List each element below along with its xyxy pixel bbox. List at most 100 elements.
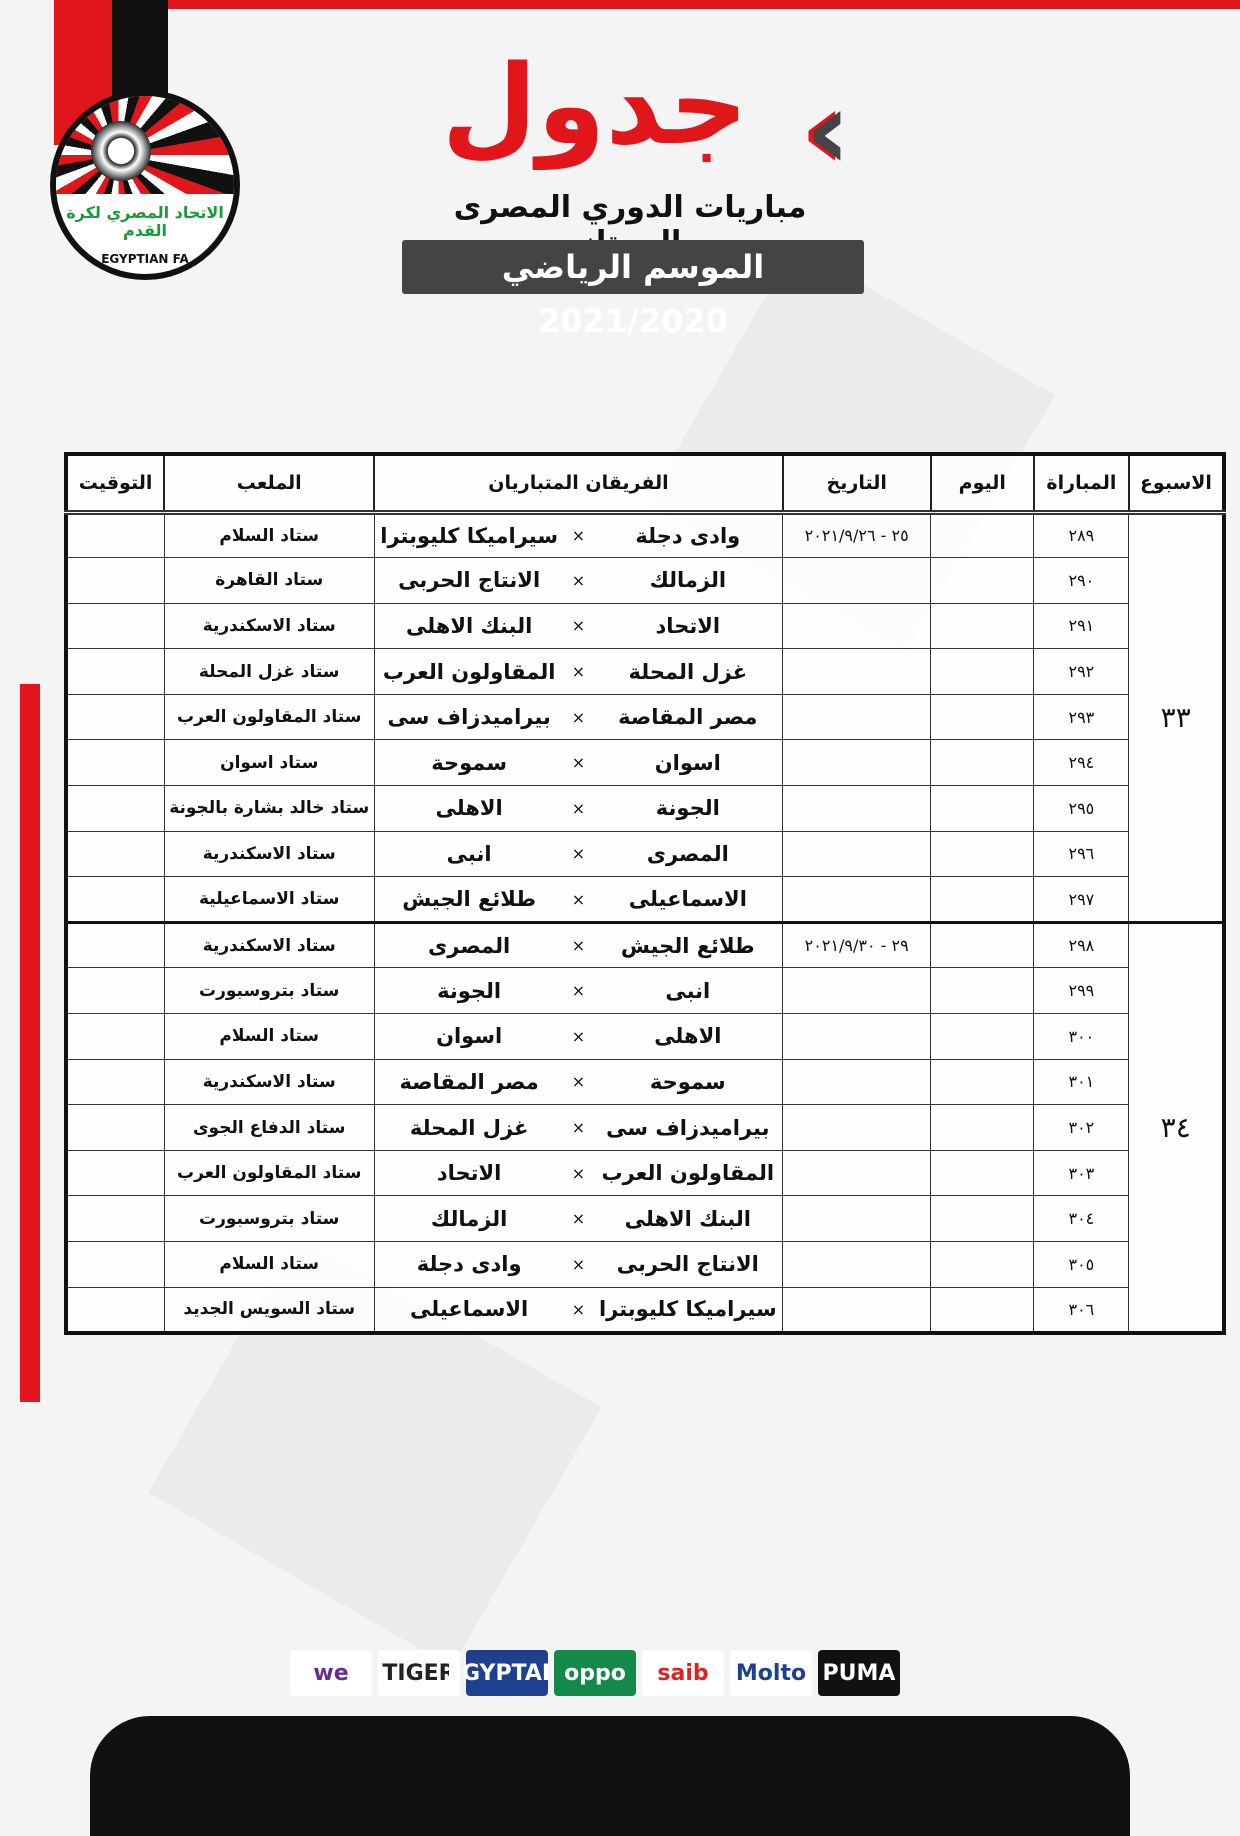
match-teams: طلائع الجيش × المصرى: [373, 921, 784, 969]
match-date: [782, 785, 932, 832]
match-stadium: ستاد المقاولون العرب: [163, 693, 375, 741]
home-team: سيراميكا كليوبترا: [598, 1297, 777, 1322]
match-number: ٢٩٠: [1033, 557, 1130, 604]
match-time: [65, 967, 165, 1015]
match-date: [782, 1195, 932, 1242]
match-date: [782, 830, 932, 878]
match-date: [782, 876, 932, 924]
match-time: [65, 511, 165, 559]
match-number: ٢٩٦: [1033, 830, 1130, 878]
match-teams: الاهلى × اسوان: [373, 1013, 784, 1060]
home-team: الجونة: [655, 796, 720, 821]
vs-mark: ×: [571, 526, 586, 546]
home-team: الاهلى: [654, 1024, 722, 1049]
match-day: [930, 1104, 1035, 1151]
table-row: ٢٩٩ انبى × الجونة ستاد بتروسبورت: [65, 967, 1224, 1015]
match-teams: سموحة × مصر المقاصة: [373, 1058, 784, 1106]
match-stadium: ستاد القاهرة: [163, 557, 375, 604]
header-time: التوقيت: [64, 453, 166, 515]
match-teams: بيراميدزاف سى × غزل المحلة: [373, 1104, 784, 1151]
match-time: [65, 785, 165, 832]
match-date: [782, 1058, 932, 1106]
vs-mark: ×: [571, 753, 586, 773]
match-date: [782, 1149, 932, 1197]
vs-mark: ×: [571, 616, 586, 636]
table-row: ٣٠٠ الاهلى × اسوان ستاد السلام: [65, 1013, 1224, 1060]
side-red-bar: [20, 684, 40, 1402]
home-team: بيراميدزاف سى: [606, 1115, 770, 1140]
match-number: ٢٩٥: [1033, 785, 1130, 832]
table-row: ٢٩٢ غزل المحلة × المقاولون العرب ستاد غزل ال…: [65, 648, 1224, 695]
header-stadium: الملعب: [163, 453, 376, 515]
table-row: ٢٩٤ اسوان × سموحة ستاد اسوان: [65, 739, 1224, 787]
vs-mark: ×: [571, 889, 586, 909]
header-day: اليوم: [929, 453, 1035, 515]
match-time: [65, 602, 165, 650]
match-number: ٣٠٦: [1033, 1286, 1130, 1335]
match-number: ٣٠١: [1033, 1058, 1130, 1106]
match-date: [782, 739, 932, 787]
match-stadium: ستاد غزل المحلة: [163, 648, 375, 695]
match-date: [782, 1286, 932, 1335]
match-time: [65, 1104, 165, 1151]
match-day: [930, 785, 1035, 832]
week-number: ٣٣: [1128, 511, 1225, 924]
away-team: البنك الاهلى: [405, 613, 533, 638]
home-team: غزل المحلة: [628, 659, 748, 684]
away-team: وادى دجلة: [416, 1252, 522, 1277]
match-time: [65, 1241, 165, 1288]
footer-black-band: [90, 1716, 1130, 1836]
vs-mark: ×: [571, 662, 586, 682]
match-teams: الجونة × الاهلى: [373, 785, 784, 832]
match-date: [782, 602, 932, 650]
match-time: [65, 876, 165, 924]
header-match: المباراة: [1032, 453, 1130, 515]
season-badge: الموسم الرياضي 2021/2020: [402, 240, 864, 340]
vs-mark: ×: [571, 570, 586, 590]
logo-arabic-text: الاتحاد المصري لكرة القدم: [66, 203, 224, 240]
match-time: [65, 739, 165, 787]
vs-mark: ×: [571, 1254, 586, 1274]
home-team: طلائع الجيش: [620, 933, 755, 958]
match-teams: الانتاج الحربى × وادى دجلة: [373, 1241, 784, 1288]
sponsor-logo: Molto: [730, 1650, 812, 1696]
home-team: سموحة: [649, 1069, 726, 1094]
match-day: [930, 1286, 1035, 1335]
week-number: ٣٤: [1128, 921, 1225, 1335]
match-number: ٢٩٤: [1033, 739, 1130, 787]
flag-bar-black: [112, 0, 168, 100]
match-teams: انبى × الجونة: [373, 967, 784, 1015]
home-team: الاتحاد: [655, 613, 721, 638]
away-team: الاتحاد: [436, 1161, 502, 1186]
match-date: [782, 693, 932, 741]
away-team: الاهلى: [435, 796, 503, 821]
match-number: ٢٩١: [1033, 602, 1130, 650]
match-time: [65, 1286, 165, 1335]
sponsor-logo: we: [290, 1650, 372, 1696]
top-red-stripe: [168, 0, 1240, 9]
header-week: الاسبوع: [1127, 453, 1226, 515]
sponsor-logo: oppo: [554, 1650, 636, 1696]
match-stadium: ستاد السلام: [163, 511, 375, 559]
match-teams: مصر المقاصة × بيراميدزاف سى: [373, 693, 784, 741]
match-number: ٣٠٢: [1033, 1104, 1130, 1151]
match-day: [930, 1013, 1035, 1060]
home-team: الزمالك: [649, 568, 727, 593]
match-teams: سيراميكا كليوبترا × الاسماعيلى: [373, 1286, 784, 1335]
match-stadium: ستاد السلام: [163, 1013, 375, 1060]
vs-mark: ×: [571, 1026, 586, 1046]
match-date: [782, 1013, 932, 1060]
page-title: جدول: [441, 41, 749, 169]
table-row: ٢٩٣ مصر المقاصة × بيراميدزاف سى ستاد المقاول…: [65, 693, 1224, 741]
vs-mark: ×: [571, 798, 586, 818]
header-teams: الفريقان المتباريان: [373, 453, 784, 515]
match-number: ٢٨٩: [1033, 511, 1130, 559]
match-day: [930, 921, 1035, 969]
match-time: [65, 1195, 165, 1242]
match-date: ٢٥ - ٢٠٢١/٩/٢٦: [782, 511, 932, 559]
match-day: [930, 876, 1035, 924]
match-number: ٢٩٢: [1033, 648, 1130, 695]
vs-mark: ×: [571, 936, 586, 956]
home-team: المقاولون العرب: [601, 1161, 775, 1186]
match-stadium: ستاد بتروسبورت: [163, 1195, 375, 1242]
